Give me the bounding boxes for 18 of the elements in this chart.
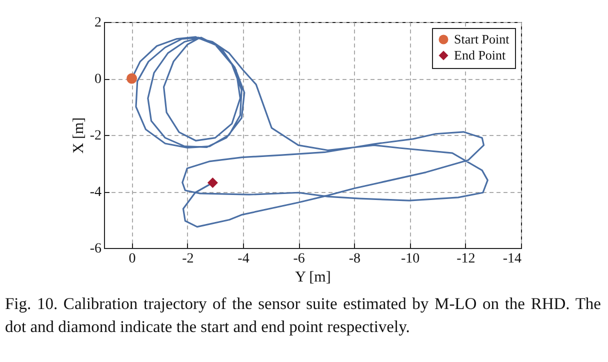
x-axis-title: Y [m]	[295, 270, 331, 286]
caption: Fig. 10. Calibration trajectory of the sensor suite estimated by M-LO on the RHD. The dot and diamond indicate the start and end point respectively.	[5, 293, 601, 338]
legend-label: End Point	[454, 48, 506, 62]
x-tick-label: -14	[502, 252, 522, 266]
y-tick-label: -2	[90, 128, 102, 144]
x-tick-label: -6	[293, 252, 305, 266]
y-tick-label: 0	[94, 72, 102, 87]
y-tick-label: -6	[90, 242, 102, 256]
legend-label: Start Point	[454, 32, 510, 46]
y-tick-label: -4	[90, 185, 102, 200]
x-tick-label: -2	[182, 252, 194, 266]
x-tick-label: 0	[128, 252, 136, 266]
x-tick-label: -4	[238, 252, 250, 266]
x-tick-label: -8	[348, 252, 361, 266]
y-axis-title: X [m]	[70, 117, 87, 154]
y-tick-label: 2	[94, 16, 102, 30]
x-tick-label: -12	[456, 252, 476, 266]
x-tick-label: -10	[400, 252, 420, 266]
